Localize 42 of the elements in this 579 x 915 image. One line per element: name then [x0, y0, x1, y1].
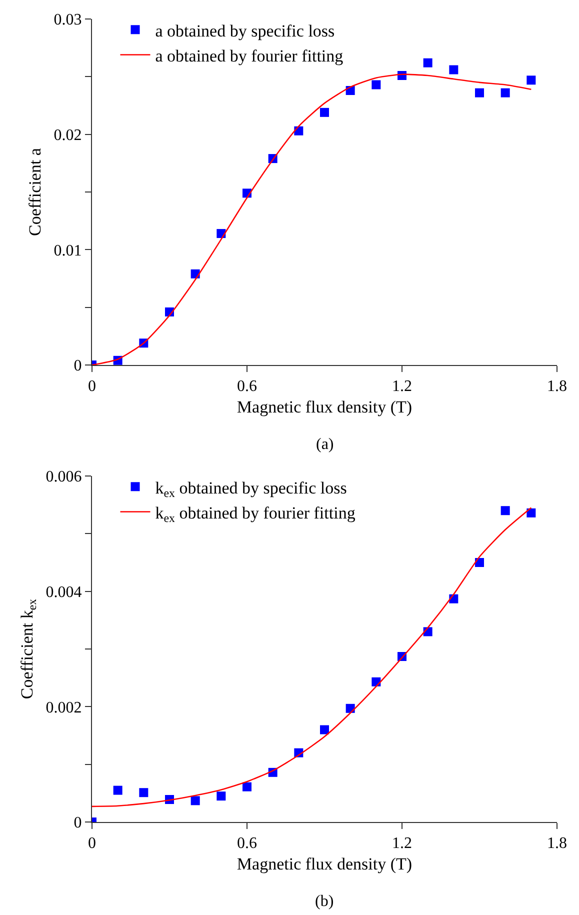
point: [500, 88, 510, 98]
point: [113, 786, 122, 795]
point: [372, 80, 381, 90]
text: (b): [315, 893, 334, 910]
x-axis-title: Magnetic flux density (T): [236, 854, 412, 874]
point: [526, 76, 536, 85]
x-tick-label: 0.6: [237, 378, 257, 396]
legend-label: k$_{ex}$ obtained by specific loss: [155, 478, 347, 500]
y-axis-title: Coefficient a: [25, 148, 44, 236]
point: [320, 725, 329, 734]
point: [139, 788, 148, 798]
y-tick-label: 0.01: [54, 242, 82, 260]
x-axis-title: Magnetic flux density (T): [236, 398, 412, 417]
text: (a): [316, 436, 334, 453]
point: [190, 796, 200, 806]
x-tick-label: 1.8: [547, 378, 567, 396]
point: [242, 782, 252, 792]
point: [320, 108, 329, 117]
y-tick-label: 0: [74, 814, 82, 832]
legend-label: a obtained by fourier fitting: [155, 46, 344, 66]
x-tick-label: 1.8: [547, 835, 567, 852]
legend-label: a obtained by specific loss: [155, 21, 335, 40]
y-tick-label: 0.004: [46, 584, 82, 601]
legend-label: k$_{ex}$ obtained by fourier fitting: [155, 503, 356, 525]
point: [216, 792, 226, 801]
y-tick-label: 0.03: [54, 12, 82, 29]
point: [423, 58, 432, 68]
point: [372, 677, 381, 686]
x-tick-label: 0: [88, 835, 96, 852]
x-tick-label: 1.2: [392, 378, 412, 396]
x-tick-label: 0.6: [237, 835, 257, 852]
point: [500, 506, 510, 516]
x-tick-label: 1.2: [392, 835, 412, 852]
point: [449, 65, 458, 74]
y-tick-label: 0.006: [46, 468, 82, 486]
y-tick-label: 0: [74, 358, 82, 375]
point: [475, 88, 484, 98]
y-tick-label: 0.002: [46, 699, 82, 716]
y-tick-label: 0.02: [54, 126, 82, 144]
point: [475, 558, 484, 567]
x-tick-label: 0: [88, 378, 96, 396]
point: [526, 508, 536, 518]
